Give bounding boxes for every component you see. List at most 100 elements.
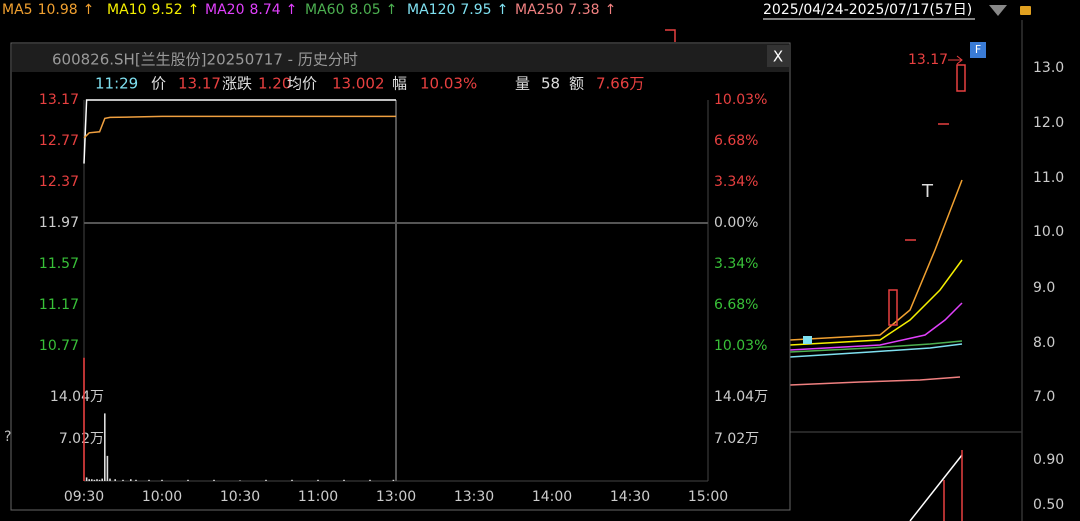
price-line bbox=[83, 99, 396, 164]
ma-label: MA20 bbox=[205, 2, 244, 18]
volume-bar bbox=[265, 479, 267, 481]
volume-bar bbox=[96, 479, 98, 481]
ma-label: MA120 bbox=[407, 2, 455, 18]
info-label: 量 bbox=[515, 75, 530, 93]
info-label: 均价 bbox=[287, 75, 317, 93]
ma-value: 9.52 bbox=[151, 2, 182, 18]
popup-title: 600826.SH[兰生股份]20250717 - 历史分时 bbox=[52, 51, 358, 69]
volume-axis-label: 0.50 bbox=[1033, 497, 1064, 513]
ma-arrow: ↑ bbox=[83, 2, 95, 18]
volume-bar bbox=[392, 479, 395, 481]
volume-bar bbox=[343, 479, 345, 481]
volume-bar bbox=[122, 479, 124, 481]
volume-bar bbox=[101, 478, 103, 481]
x-tick-label: 10:30 bbox=[220, 489, 260, 505]
intraday-chart: 10.77 11.17 11.57 11.97 12.37 12.77 13.17 10.03… bbox=[39, 92, 768, 505]
y2-tick-label: 10.03% bbox=[714, 338, 767, 354]
ma-arrow: ↑ bbox=[605, 2, 617, 18]
volume-bar bbox=[114, 479, 116, 481]
volume-bar bbox=[317, 479, 319, 481]
close-label[interactable]: X bbox=[773, 48, 783, 66]
x-tick-label: 14:00 bbox=[532, 489, 572, 505]
date-range[interactable]: 2025/04/24-2025/07/17(57日) bbox=[763, 2, 972, 18]
price-axis-label: 12.0 bbox=[1033, 115, 1064, 131]
ma-value: 8.05 bbox=[349, 2, 380, 18]
y-tick-label: 11.97 bbox=[39, 215, 79, 231]
info-value: 13.17 bbox=[178, 75, 221, 93]
volume-bar bbox=[106, 455, 109, 481]
info-label: 幅 bbox=[392, 75, 407, 93]
price-axis-label: 9.0 bbox=[1033, 280, 1055, 296]
info-value: 13.002 bbox=[332, 75, 385, 93]
x-tick-label: 13:00 bbox=[376, 489, 416, 505]
y-tick-label: 13.17 bbox=[39, 92, 79, 108]
info-label: 11:29 bbox=[95, 75, 138, 93]
dropdown[interactable] bbox=[989, 5, 1007, 16]
ma-label: MA10 bbox=[107, 2, 146, 18]
popup-titlebar bbox=[12, 44, 789, 72]
high-label: 13.17 bbox=[908, 52, 948, 68]
ma-value: 7.38 bbox=[568, 2, 599, 18]
volume-bar bbox=[98, 479, 101, 481]
high-arrow bbox=[948, 55, 963, 65]
price-axis: 13.0 12.0 11.0 10.0 9.0 8.0 7.0 0.90 0.50 bbox=[1033, 60, 1064, 513]
ma-label: MA60 bbox=[305, 2, 344, 18]
ma-bar: MA5 10.98 ↑ MA10 9.52 ↑ MA20 8.74 ↑ MA60 8.05 ↑ MA12… bbox=[2, 2, 616, 18]
badge: F bbox=[975, 43, 981, 56]
volume-bar bbox=[213, 479, 215, 481]
volume-bar bbox=[291, 479, 293, 481]
info-label: 额 bbox=[569, 75, 584, 93]
volume-bar bbox=[104, 413, 106, 481]
volume-bar bbox=[135, 479, 137, 481]
volume-bar bbox=[239, 480, 241, 481]
volume-bar bbox=[83, 357, 85, 481]
x-tick-label: 11:00 bbox=[298, 489, 338, 505]
price-axis-label: 8.0 bbox=[1033, 335, 1055, 351]
price-axis-label: 11.0 bbox=[1033, 170, 1064, 186]
volume-bar bbox=[88, 479, 90, 481]
x-tick-label: 15:00 bbox=[688, 489, 728, 505]
background-chart bbox=[665, 20, 1023, 521]
y2-tick-label: 10.03% bbox=[714, 92, 767, 108]
ma-label: MA5 10.98 ↑ bbox=[2, 2, 94, 18]
volume-bar bbox=[187, 479, 189, 481]
info-label: 价 bbox=[151, 75, 166, 93]
help: ? bbox=[4, 429, 11, 445]
volume-bar bbox=[93, 479, 96, 481]
close-button[interactable] bbox=[767, 45, 789, 67]
ma-value: 8.74 bbox=[249, 2, 280, 18]
x-tick-label: 09:30 bbox=[64, 489, 104, 505]
y2-tick-label: 3.34% bbox=[714, 256, 758, 272]
info-value: 10.03% bbox=[420, 75, 477, 93]
price-axis-label: 13.0 bbox=[1033, 60, 1064, 76]
volume-bar bbox=[369, 479, 371, 481]
info-value: 58 bbox=[541, 75, 560, 93]
volume-bar bbox=[161, 479, 163, 481]
ma-label: MA10 9.52 ↑ bbox=[107, 2, 199, 18]
volume-bar bbox=[85, 477, 88, 481]
volume-bar bbox=[130, 479, 132, 481]
ma-value: 10.98 bbox=[38, 2, 78, 18]
volume-tick-label: 14.04万 bbox=[50, 389, 104, 405]
volume-bar bbox=[91, 479, 93, 481]
volume-bar bbox=[109, 478, 111, 481]
ma-arrow: ↑ bbox=[386, 2, 398, 18]
ma-label: MA120 7.95 ↑ bbox=[407, 2, 508, 18]
ma-arrow: ↑ bbox=[286, 2, 298, 18]
price-axis-label: 7.0 bbox=[1033, 389, 1055, 405]
volume-tick-label: 7.02万 bbox=[714, 431, 759, 447]
info-label: 涨跌 bbox=[222, 75, 252, 93]
y2-tick-label: 6.68% bbox=[714, 133, 758, 149]
ma-arrow: ↑ bbox=[497, 2, 509, 18]
info-value: 7.66万 bbox=[596, 75, 644, 93]
price-line bbox=[83, 115, 396, 139]
x-tick-label: 13:30 bbox=[454, 489, 494, 505]
marker: T bbox=[921, 181, 934, 202]
y2-tick-label: 0.00% bbox=[714, 215, 758, 231]
volume-tick-label: 7.02万 bbox=[59, 431, 104, 447]
y2-tick-label: 6.68% bbox=[714, 297, 758, 313]
lock[interactable] bbox=[1020, 6, 1031, 15]
y-tick-label: 11.57 bbox=[39, 256, 79, 272]
